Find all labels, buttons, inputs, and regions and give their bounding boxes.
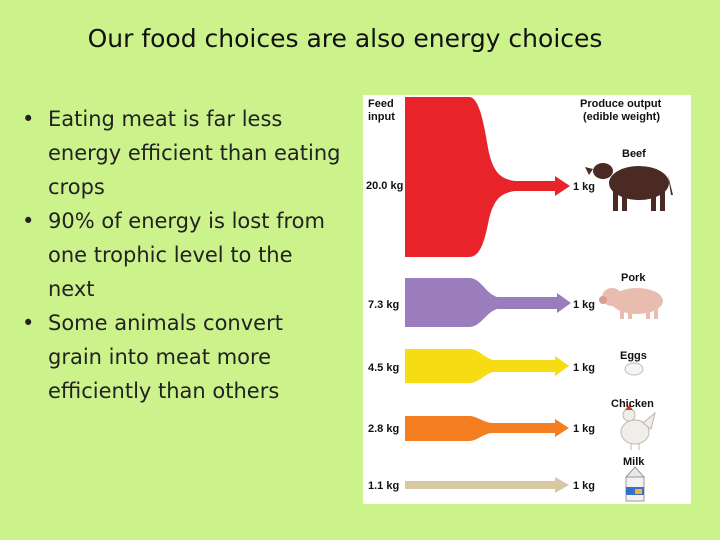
chicken-flow-arrow [405, 416, 569, 441]
pork-output-label: 1 kg [573, 299, 595, 311]
bullet-dot: • [22, 209, 35, 233]
chicken-output-label: 1 kg [573, 423, 595, 435]
egg-icon [624, 362, 644, 376]
bullet-item: • 90% of energy is lost from one trophic … [22, 204, 342, 306]
pork-label: Pork [621, 272, 646, 284]
chicken-label: Chicken [611, 398, 654, 410]
diagram-svg: Feed input Produce output (edible weight… [366, 97, 673, 502]
beef-flow-arrow [405, 97, 570, 257]
bullet-text: 90% of energy is lost from one trophic l… [48, 209, 325, 301]
chicken-input-label: 2.8 kg [368, 423, 399, 435]
beef-output-label: 1 kg [573, 181, 595, 193]
header-input: input [368, 111, 395, 123]
milk-input-label: 1.1 kg [368, 480, 399, 492]
milk-output-label: 1 kg [573, 480, 595, 492]
chicken-icon [620, 405, 656, 450]
bullet-item: • Some animals convert grain into meat mo… [22, 306, 342, 408]
feed-conversion-diagram: Feed input Produce output (edible weight… [363, 95, 691, 504]
bullet-dot: • [22, 311, 35, 335]
beef-input-label: 20.0 kg [366, 180, 403, 192]
milk-carton-icon [624, 466, 646, 502]
eggs-input-label: 4.5 kg [368, 362, 399, 374]
bullet-text: Some animals convert grain into meat mor… [48, 311, 283, 403]
pork-input-label: 7.3 kg [368, 299, 399, 311]
cow-icon [585, 163, 673, 211]
bullet-item: • Eating meat is far less energy efficien… [22, 102, 342, 204]
milk-flow-arrow [405, 477, 569, 493]
header-feed: Feed [368, 98, 394, 110]
bullet-dot: • [22, 107, 35, 131]
beef-label: Beef [622, 148, 646, 160]
pork-flow-arrow [405, 278, 571, 327]
eggs-output-label: 1 kg [573, 362, 595, 374]
eggs-flow-arrow [405, 349, 569, 383]
milk-label: Milk [623, 456, 645, 468]
bullet-text: Eating meat is far less energy efficient… [48, 107, 341, 199]
bullet-list: • Eating meat is far less energy efficien… [22, 102, 342, 408]
header-produce-output: Produce output [580, 98, 662, 110]
eggs-label: Eggs [620, 350, 647, 362]
slide-title: Our food choices are also energy choices [87, 24, 603, 53]
header-edible-weight: (edible weight) [583, 111, 660, 123]
pig-icon [599, 288, 663, 319]
